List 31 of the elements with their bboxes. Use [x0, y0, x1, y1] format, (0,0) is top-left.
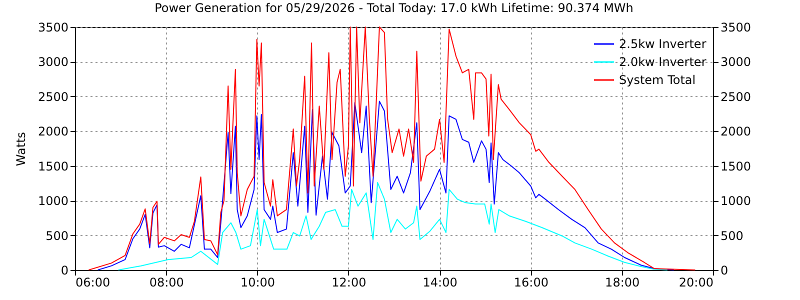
y-axis-title: Watts	[14, 132, 28, 166]
x-tick-label: 12:00	[332, 276, 366, 290]
line-series	[97, 100, 674, 270]
y-tick-label: 1000	[38, 194, 68, 208]
y-tick-label: 500	[46, 228, 68, 243]
x-tick-label: 10:00	[240, 276, 276, 290]
y2-tick-label: 500	[720, 228, 744, 243]
x-tick-label: 20:00	[678, 276, 714, 290]
x-tick-label: 06:00	[76, 276, 110, 290]
y-tick-label: 1500	[38, 159, 68, 174]
y2-tick-label: 1500	[720, 159, 752, 174]
y2-tick-label: 2500	[720, 90, 752, 104]
y2-tick-label: 0	[720, 264, 728, 278]
y-tick-label: 3000	[38, 55, 68, 70]
chart-title: Power Generation for 05/29/2026 - Total Today: 17.0 kWh Lifetime: 90.374 MWh	[154, 1, 634, 15]
y-tick-label: 2000	[38, 124, 68, 139]
legend-label: 2.0kw Inverter	[619, 55, 706, 69]
line-series	[118, 182, 668, 270]
x-tick-label: 16:00	[514, 276, 549, 290]
x-tick-label: 08:00	[149, 276, 184, 290]
legend-label: System Total	[619, 73, 696, 87]
y2-tick-label: 2000	[720, 124, 752, 139]
y-tick-label: 0	[60, 264, 68, 278]
y-tick-label: 3500	[38, 20, 68, 34]
x-tick-label: 18:00	[605, 276, 640, 290]
y2-tick-label: 1000	[720, 194, 752, 208]
legend-label: 2.5kw Inverter	[619, 37, 706, 51]
x-tick-label: 14:00	[422, 276, 458, 290]
y2-tick-label: 3500	[720, 20, 752, 34]
y-tick-label: 2500	[38, 90, 68, 104]
y2-tick-label: 3000	[720, 55, 752, 70]
